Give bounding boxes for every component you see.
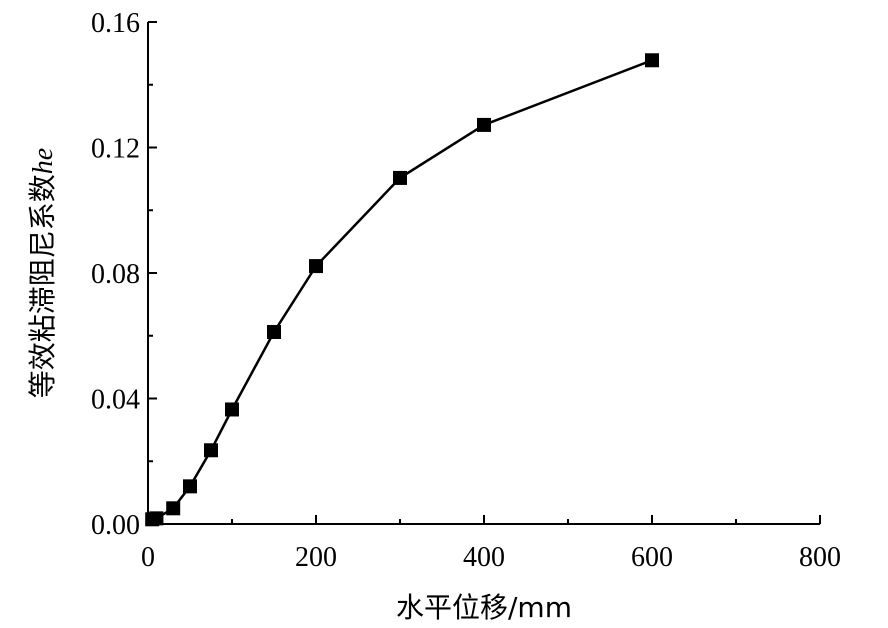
- y-axis-title-main: 等效粘滞阻尼系数: [26, 174, 59, 398]
- series-group: [145, 53, 659, 527]
- data-point: [645, 53, 659, 68]
- ticks: [147, 21, 821, 525]
- data-point: [166, 501, 181, 516]
- y-tick-label: 0.04: [91, 385, 140, 416]
- data-point: [267, 324, 281, 339]
- x-axis-title: 水平位移/mm: [396, 591, 572, 624]
- x-tick-label: 800: [799, 542, 841, 573]
- series-line: [151, 59, 653, 521]
- data-point: [477, 117, 491, 132]
- y-tick-label: 0.00: [91, 510, 140, 541]
- x-tick-label: 200: [295, 542, 337, 573]
- y-tick-label: 0.08: [91, 259, 140, 290]
- data-point: [309, 259, 323, 274]
- y-axis-title: 等效粘滞阻尼系数he: [26, 148, 59, 398]
- x-tick-label: 600: [631, 542, 673, 573]
- axes: [147, 22, 820, 525]
- y-tick-label: 0.16: [91, 8, 140, 39]
- y-axis-title-var: he: [28, 148, 59, 174]
- data-point: [183, 479, 197, 494]
- data-point: [204, 443, 218, 458]
- tick-labels: 0 200 400 600 800 0.00 0.04 0.08 0.12 0.16: [91, 8, 841, 573]
- x-tick-label: 400: [463, 542, 505, 573]
- y-tick-label: 0.12: [91, 134, 140, 165]
- data-point: [393, 170, 407, 185]
- x-tick-label: 0: [141, 542, 155, 573]
- data-point: [225, 402, 239, 417]
- data-point: [149, 511, 164, 526]
